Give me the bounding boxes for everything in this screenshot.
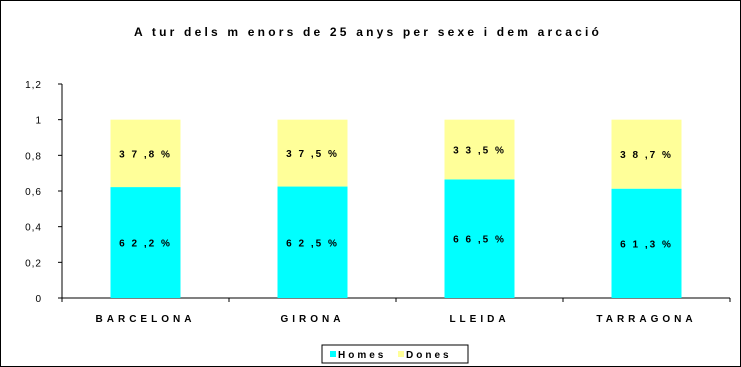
x-category-label: LLEIDA: [449, 314, 509, 325]
data-label: 6 2 ,2 %: [119, 239, 172, 250]
x-category-label: BARCELONA: [96, 314, 196, 325]
data-label: 6 2 ,5 %: [286, 238, 339, 249]
y-tick-label: 0: [35, 294, 42, 305]
data-label: 3 7 ,8 %: [119, 149, 172, 160]
data-label: 3 7 ,5 %: [286, 149, 339, 160]
y-tick-label: 1: [35, 116, 42, 127]
legend-box: [321, 344, 469, 364]
y-tick-label: 0,4: [25, 223, 42, 234]
x-category-label: GIRONA: [281, 314, 345, 325]
bar-segment-homes: [444, 179, 515, 298]
y-tick-label: 0,8: [25, 151, 42, 162]
y-tick-label: 0,6: [25, 187, 42, 198]
data-label: 6 1 ,3 %: [620, 239, 673, 250]
bar-segment-dones: [277, 119, 348, 187]
data-label: 3 8 ,7 %: [620, 150, 673, 161]
y-tick-label: 0,2: [25, 258, 42, 269]
chart-title: A tur dels m enors de 25 anys per sexe i…: [134, 25, 602, 39]
bars: 6 2 ,2 % 3 7 ,8 % BARCELONA 6 2 ,5 % 3 7 ,5 …: [96, 119, 696, 325]
bar-segment-dones: [611, 119, 682, 189]
legend: Homes Dones: [321, 344, 469, 364]
legend-swatch-dones: [398, 351, 404, 357]
x-category-label: TARRAGONA: [596, 314, 696, 325]
legend-label: Homes: [338, 350, 386, 361]
bar-segment-homes: [611, 188, 682, 298]
legend-label: Dones: [406, 350, 452, 361]
bar-segment-homes: [110, 187, 181, 298]
y-tick-label: 1,2: [25, 80, 42, 91]
data-label: 3 3 ,5 %: [453, 146, 506, 157]
data-label: 6 6 ,5 %: [453, 235, 506, 246]
bar-segment-homes: [277, 186, 348, 298]
bar-segment-dones: [110, 119, 181, 188]
legend-swatch-homes: [330, 351, 336, 357]
bar-segment-dones: [444, 119, 515, 180]
